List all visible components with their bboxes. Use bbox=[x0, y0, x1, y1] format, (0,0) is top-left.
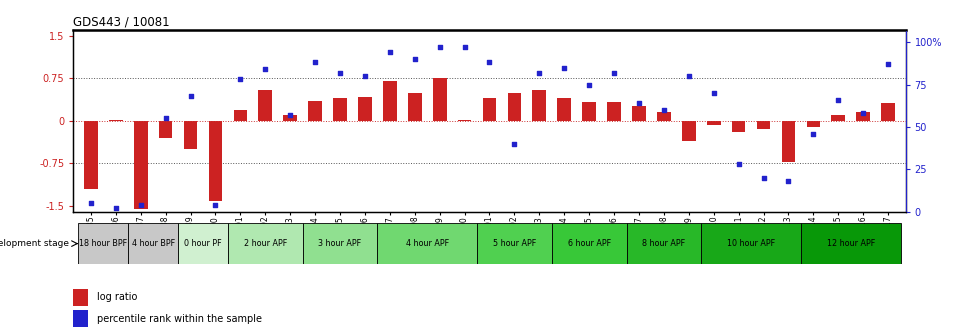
Text: log ratio: log ratio bbox=[97, 292, 137, 302]
Text: 4 hour APF: 4 hour APF bbox=[405, 239, 448, 248]
Point bbox=[855, 111, 870, 116]
Point bbox=[605, 70, 621, 75]
Bar bbox=[458, 120, 471, 121]
Bar bbox=[556, 98, 570, 121]
Bar bbox=[606, 102, 620, 121]
Bar bbox=[228, 223, 302, 264]
Point bbox=[307, 60, 323, 65]
Point bbox=[407, 56, 422, 62]
Bar bbox=[830, 115, 844, 121]
Bar bbox=[731, 121, 744, 132]
Bar bbox=[682, 121, 695, 141]
Text: 2 hour APF: 2 hour APF bbox=[244, 239, 287, 248]
Bar bbox=[656, 112, 670, 121]
Text: 4 hour BPF: 4 hour BPF bbox=[131, 239, 174, 248]
Text: development stage: development stage bbox=[0, 239, 68, 248]
Point bbox=[233, 77, 248, 82]
Bar bbox=[302, 223, 377, 264]
Text: 8 hour APF: 8 hour APF bbox=[642, 239, 685, 248]
Point bbox=[506, 141, 521, 146]
Point bbox=[282, 112, 297, 118]
Bar bbox=[333, 98, 346, 121]
Point bbox=[631, 100, 646, 106]
Bar bbox=[382, 81, 396, 121]
Bar bbox=[432, 78, 446, 121]
Point bbox=[257, 67, 273, 72]
Point bbox=[457, 44, 472, 50]
Bar bbox=[377, 223, 476, 264]
Point bbox=[83, 201, 99, 206]
Bar bbox=[178, 223, 228, 264]
Bar bbox=[532, 90, 546, 121]
Bar bbox=[856, 113, 869, 121]
Bar bbox=[756, 121, 770, 129]
Point bbox=[730, 162, 745, 167]
Bar bbox=[78, 223, 128, 264]
Point bbox=[133, 202, 149, 208]
Point bbox=[879, 61, 895, 67]
Point bbox=[681, 73, 696, 79]
Point bbox=[655, 107, 671, 113]
Point bbox=[556, 65, 571, 70]
Bar bbox=[482, 98, 496, 121]
Bar bbox=[632, 106, 645, 121]
Bar bbox=[800, 223, 900, 264]
Point bbox=[332, 70, 347, 75]
Point bbox=[157, 116, 173, 121]
Point bbox=[779, 178, 795, 184]
Point bbox=[705, 90, 721, 96]
Bar bbox=[134, 121, 148, 209]
Bar bbox=[880, 103, 894, 121]
Text: 3 hour APF: 3 hour APF bbox=[318, 239, 361, 248]
Text: 5 hour APF: 5 hour APF bbox=[492, 239, 536, 248]
Bar bbox=[507, 93, 520, 121]
Point bbox=[829, 97, 845, 102]
Text: 6 hour APF: 6 hour APF bbox=[567, 239, 610, 248]
Bar bbox=[283, 115, 296, 121]
Text: 10 hour APF: 10 hour APF bbox=[727, 239, 775, 248]
Bar bbox=[109, 120, 122, 121]
Bar bbox=[208, 121, 222, 202]
Point bbox=[431, 44, 447, 50]
Point bbox=[805, 131, 821, 136]
Bar bbox=[84, 121, 98, 189]
Bar bbox=[358, 97, 372, 121]
Bar bbox=[408, 93, 422, 121]
Point bbox=[207, 202, 223, 208]
Bar bbox=[234, 110, 247, 121]
Point bbox=[381, 50, 397, 55]
Bar bbox=[780, 121, 794, 162]
Bar bbox=[258, 90, 272, 121]
Bar bbox=[476, 223, 552, 264]
Bar bbox=[184, 121, 198, 149]
Point bbox=[183, 94, 199, 99]
Point bbox=[481, 60, 497, 65]
Text: 0 hour PF: 0 hour PF bbox=[184, 239, 222, 248]
Bar bbox=[806, 121, 820, 127]
Text: 18 hour BPF: 18 hour BPF bbox=[79, 239, 127, 248]
Point bbox=[357, 73, 373, 79]
Point bbox=[531, 70, 547, 75]
Bar bbox=[308, 101, 322, 121]
Bar bbox=[73, 310, 88, 327]
Bar bbox=[700, 223, 800, 264]
Text: GDS443 / 10081: GDS443 / 10081 bbox=[73, 16, 170, 29]
Text: percentile rank within the sample: percentile rank within the sample bbox=[97, 314, 261, 324]
Bar bbox=[158, 121, 172, 138]
Bar bbox=[128, 223, 178, 264]
Bar bbox=[73, 289, 88, 306]
Point bbox=[108, 206, 123, 211]
Bar bbox=[626, 223, 700, 264]
Bar bbox=[582, 102, 596, 121]
Bar bbox=[706, 121, 720, 126]
Point bbox=[581, 82, 597, 87]
Bar bbox=[552, 223, 626, 264]
Text: 12 hour APF: 12 hour APF bbox=[825, 239, 874, 248]
Point bbox=[755, 175, 771, 180]
